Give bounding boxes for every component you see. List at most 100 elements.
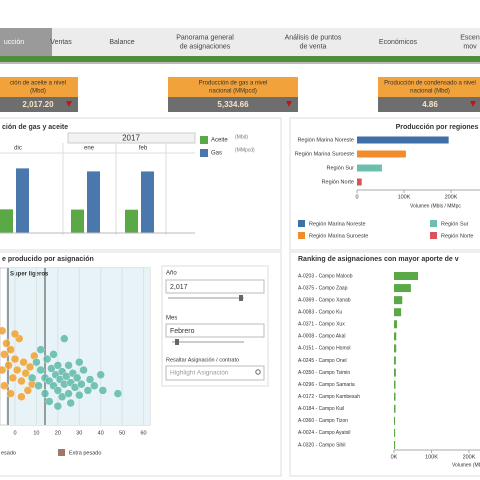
bar	[357, 164, 382, 172]
category-label: Región Marina Noreste	[297, 137, 354, 143]
x-tick-label: 200K	[445, 194, 458, 200]
tab-label[interactable]: de venta	[300, 43, 327, 50]
search-box[interactable]	[165, 365, 265, 381]
category-label: A-0203 - Campo Maloob	[298, 273, 353, 279]
point	[40, 389, 50, 398]
month-select[interactable]	[165, 323, 265, 338]
slider-handle[interactable]	[175, 339, 179, 345]
panel	[289, 251, 480, 477]
month-label: feb	[139, 146, 148, 152]
tab-label[interactable]: Económicos	[379, 39, 418, 46]
bar	[394, 320, 397, 329]
category-label: A-0184 - Campo Kuil	[298, 406, 344, 412]
filter-label: Resaltar Asignación / contrato	[166, 357, 239, 363]
x-axis-title: Volumen (Mbls / MMpc	[410, 203, 461, 209]
point	[32, 358, 41, 367]
legend-label: Extra pesado	[69, 450, 101, 456]
kpi-value-box	[168, 97, 298, 112]
x-tick-label: 20	[55, 430, 61, 436]
point	[77, 379, 86, 389]
category-label: A-0296 - Campo Samaria	[298, 382, 355, 388]
kpi-value-box	[378, 97, 480, 112]
bar	[87, 171, 100, 233]
point	[75, 390, 84, 400]
tab-label[interactable]: Escen	[460, 34, 480, 41]
category-label: A-0371 - Campo Xux	[298, 322, 345, 328]
tab-label[interactable]: Balance	[109, 39, 134, 46]
slider-handle[interactable]	[239, 295, 243, 301]
point	[36, 365, 45, 375]
category-label: A-0245 - Campo Onel	[298, 358, 347, 364]
kpi-title: Producción de condensado a nivel	[384, 81, 476, 87]
tab-stripe	[0, 56, 480, 62]
legend-swatch	[298, 232, 305, 239]
x-tick-label: 10	[33, 430, 39, 436]
legend-swatch	[430, 220, 437, 227]
category-label: A-0360 - Campo Tizon	[298, 418, 348, 424]
month-label: dic	[14, 146, 22, 152]
category-label: A-0320 - Campo Sihil	[298, 442, 346, 448]
bar	[394, 380, 396, 389]
bar	[125, 209, 138, 233]
category-label: A-0008 - Campo Akal	[298, 334, 346, 340]
category-label: A-0172 - Campo Kambesah	[298, 394, 360, 400]
bar	[394, 284, 411, 293]
bar	[394, 296, 403, 305]
kpi-value: 2,017.20	[22, 100, 54, 109]
tab-label[interactable]: Panorama general	[176, 34, 234, 41]
category-label: A-0350 - Campo Tsimin	[298, 370, 350, 376]
bar	[394, 416, 396, 425]
point	[96, 370, 105, 379]
legend-label: Región Marina Noreste	[309, 221, 366, 227]
point	[8, 373, 18, 383]
tab-label[interactable]: mov	[463, 43, 477, 50]
bar	[71, 209, 84, 233]
x-tick-label: 60	[141, 430, 147, 436]
bar	[357, 136, 449, 144]
bar	[394, 272, 418, 280]
year-input[interactable]	[165, 279, 265, 294]
point	[85, 375, 95, 384]
point	[36, 345, 45, 354]
point	[64, 361, 73, 370]
bar	[0, 209, 13, 233]
point	[6, 389, 15, 398]
filter-label: Año	[166, 271, 177, 277]
point	[17, 376, 26, 386]
x-tick-label: 200K	[463, 454, 476, 460]
point	[42, 354, 52, 364]
kpi-header	[168, 77, 298, 97]
kpi-trend-icon	[66, 101, 72, 107]
legend-label: esado	[1, 450, 16, 456]
tab-label[interactable]: Análisis de puntos	[285, 34, 342, 41]
x-tick-label: 40	[98, 430, 104, 436]
point	[17, 392, 26, 401]
point	[90, 381, 99, 390]
point	[10, 329, 20, 339]
x-tick-label: 30	[76, 430, 82, 436]
point	[49, 350, 58, 359]
legend-swatch	[298, 220, 305, 227]
tab-label[interactable]: ucción	[4, 39, 24, 46]
point	[0, 350, 9, 359]
x-tick-label: 0K	[391, 454, 398, 460]
kpi-title: nacional (MMpcd)	[209, 89, 257, 95]
point	[0, 326, 7, 335]
tab-label[interactable]: de asignaciones	[180, 43, 231, 50]
kpi-value: 4.86	[422, 100, 438, 109]
year-header	[67, 132, 196, 144]
bar	[141, 171, 154, 233]
tab-label[interactable]: Ventas	[50, 39, 72, 46]
bar	[394, 404, 396, 413]
legend-label: Gas	[211, 151, 222, 157]
point	[25, 362, 35, 372]
point	[79, 365, 88, 375]
legend-unit: (MMpcd)	[235, 147, 255, 153]
legend-unit: (Mbd)	[235, 134, 248, 140]
category-label: Región Marina Suroeste	[295, 151, 354, 157]
point	[4, 361, 13, 370]
kpi-trend-icon	[286, 101, 292, 107]
category-label: Región Norte	[322, 179, 354, 185]
active-tab[interactable]	[0, 28, 52, 56]
